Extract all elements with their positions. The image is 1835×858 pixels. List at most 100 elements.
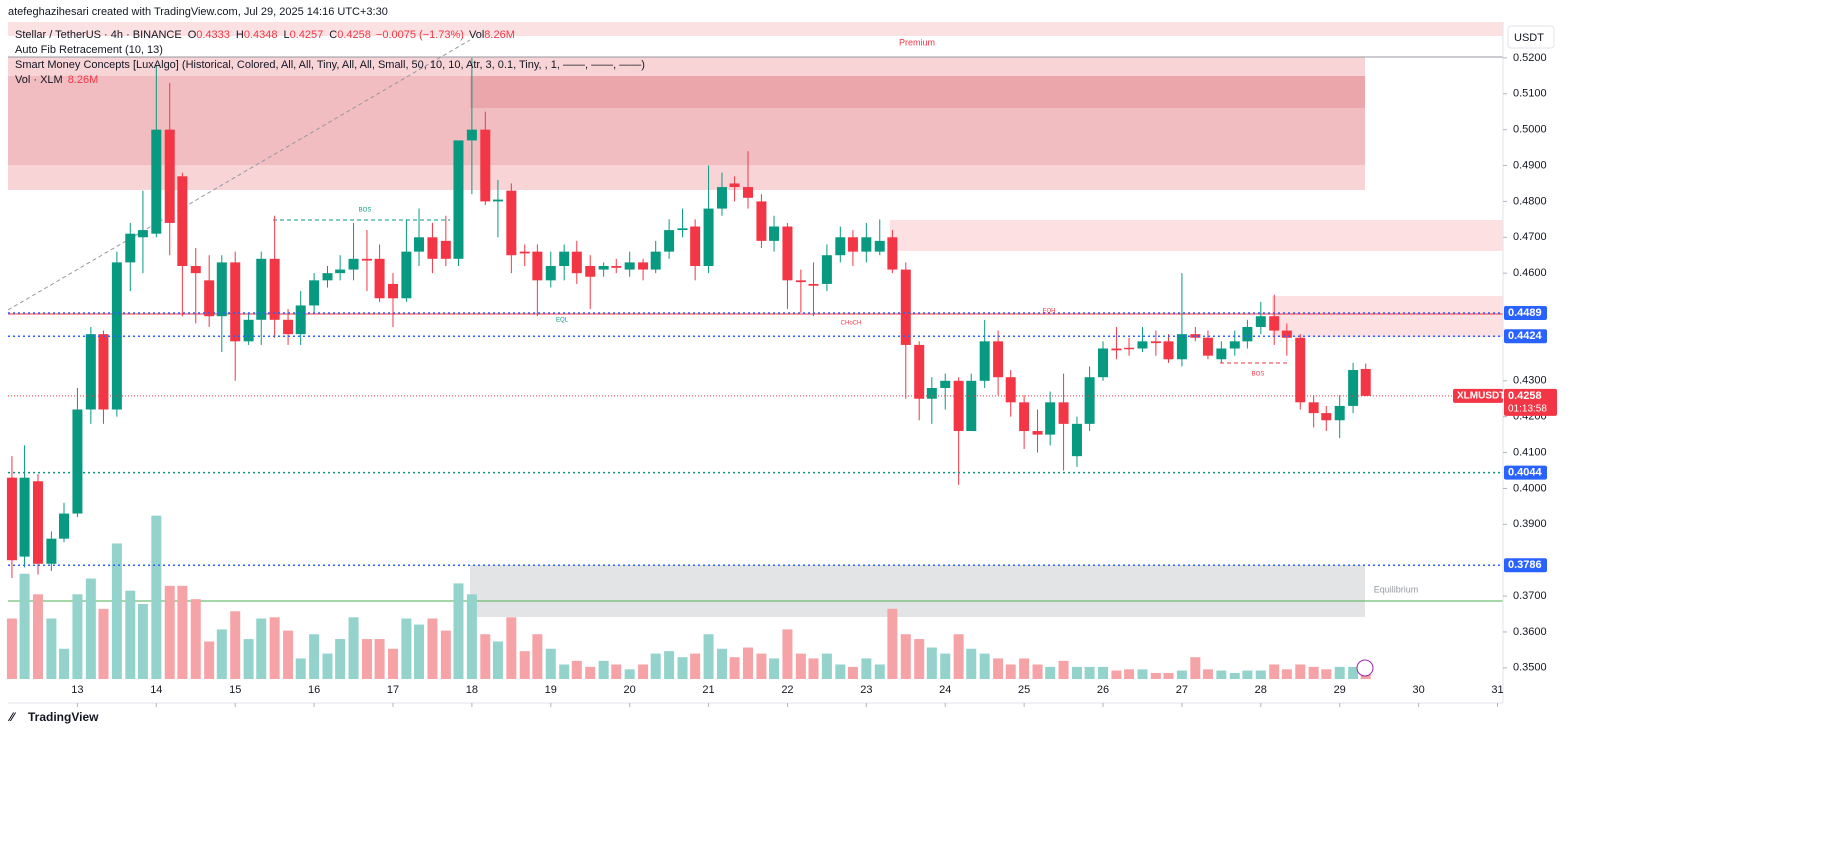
x-tick-label: 21: [702, 684, 714, 696]
volume-bar: [1321, 669, 1332, 679]
annotation: Premium: [899, 37, 935, 47]
volume-bar: [256, 618, 267, 679]
y-tick-label: 0.4100: [1513, 446, 1547, 458]
y-tick-label: 0.3500: [1513, 662, 1547, 674]
candle-body: [72, 409, 83, 514]
volume-bar: [664, 651, 675, 679]
ohlc-key: O: [188, 29, 197, 41]
volume-bar: [769, 658, 780, 679]
candle-body: [1045, 402, 1056, 435]
volume-bar: [440, 630, 451, 679]
volume-bar: [374, 639, 385, 679]
candle-body: [1190, 334, 1201, 338]
volume-bar: [295, 658, 306, 679]
volume-bar: [1032, 664, 1043, 679]
candle-body: [611, 265, 622, 268]
candle-body: [1229, 341, 1240, 349]
x-tick-label: 16: [308, 684, 320, 696]
volume-bar: [559, 664, 570, 679]
indicator: Smart Money Concepts [LuxAlgo] (Historic…: [15, 59, 645, 71]
annotation: Equilibrium: [1374, 584, 1419, 594]
annotation: CHoCH: [841, 321, 862, 327]
candle-body: [1098, 348, 1109, 378]
candle-body: [966, 380, 977, 432]
candle-body: [295, 305, 306, 335]
x-tick-label: 26: [1097, 684, 1109, 696]
volume-bar: [46, 618, 57, 679]
volume-bar: [519, 651, 530, 679]
candle-body: [387, 283, 398, 299]
candle-layer: [6, 57, 1371, 579]
volume-bar: [190, 599, 201, 679]
volume-bar: [85, 578, 96, 679]
candle-body: [571, 251, 582, 274]
volume-value: 8.26M: [68, 74, 99, 86]
volume-bar: [348, 617, 359, 679]
candle-body: [1269, 316, 1280, 331]
candle-body: [1163, 341, 1174, 360]
candle-body: [1124, 347, 1135, 350]
candle-body: [1202, 337, 1213, 356]
candle-body: [861, 237, 872, 252]
candle-body: [795, 280, 806, 283]
candle-body: [532, 251, 543, 281]
volume-bar: [361, 639, 372, 679]
candle-body: [1032, 431, 1043, 435]
volume-bar: [743, 647, 754, 679]
vol-value: 8.26M: [484, 29, 515, 41]
level-label-box: [1504, 558, 1547, 573]
volume-bar: [940, 653, 951, 679]
level-label: 0.3786: [1508, 559, 1542, 571]
x-tick-label: 29: [1334, 684, 1346, 696]
ohlc-value: 0.4257: [290, 29, 324, 41]
y-tick-label: 0.3900: [1513, 518, 1547, 530]
candle-body: [506, 190, 517, 256]
volume-bar: [1019, 658, 1030, 679]
volume-bar: [1348, 666, 1359, 679]
volume-bar: [703, 634, 714, 679]
alert-icon[interactable]: [1356, 659, 1374, 677]
volume-bar: [387, 648, 398, 679]
volume-bar: [1137, 669, 1148, 679]
y-tick-label: 0.4300: [1513, 375, 1547, 387]
candle-body: [926, 387, 937, 399]
volume-bar: [480, 634, 491, 679]
volume-bar: [1229, 672, 1240, 679]
volume-bar: [571, 660, 582, 679]
volume-bar: [506, 617, 517, 679]
candle-body: [1255, 316, 1266, 327]
candle-body: [256, 258, 267, 320]
annotation: BOS: [359, 208, 372, 214]
candle-body: [480, 129, 491, 202]
candle-body: [585, 265, 596, 277]
last-price-label: 0.4258: [1508, 390, 1542, 402]
candle-body: [335, 269, 346, 274]
x-tick-label: 17: [387, 684, 399, 696]
candle-body: [677, 228, 688, 231]
volume-bar: [151, 515, 162, 679]
volume-bar: [466, 594, 477, 679]
candle-body: [847, 237, 858, 252]
y-tick-label: 0.4800: [1513, 195, 1547, 207]
level-label: 0.4424: [1508, 330, 1543, 342]
volume-bar: [716, 648, 727, 679]
currency-box[interactable]: [1507, 25, 1555, 49]
volume-bar: [1098, 666, 1109, 679]
candle-body: [137, 230, 148, 238]
volume-bar: [309, 634, 320, 679]
candle-body: [151, 129, 162, 234]
candle-body: [874, 240, 885, 252]
ohlc-value: 0.4333: [196, 29, 230, 41]
candle-body: [624, 262, 635, 270]
x-tick-label: 23: [860, 684, 872, 696]
annotation: BOS: [1252, 372, 1265, 378]
volume-bar: [690, 653, 701, 679]
candle-body: [1348, 370, 1359, 406]
volume-bar: [611, 664, 622, 679]
ohlc-key: C: [329, 29, 337, 41]
candle-body: [414, 237, 425, 252]
volume-bar: [966, 648, 977, 679]
currency: USDT: [1514, 32, 1544, 44]
volume-bar: [598, 660, 609, 679]
x-tick-label: 30: [1412, 684, 1424, 696]
